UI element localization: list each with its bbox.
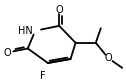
Text: F: F bbox=[40, 71, 46, 81]
Text: O: O bbox=[55, 5, 63, 15]
Text: O: O bbox=[4, 47, 11, 57]
Text: HN: HN bbox=[18, 26, 33, 36]
Text: O: O bbox=[105, 53, 112, 63]
